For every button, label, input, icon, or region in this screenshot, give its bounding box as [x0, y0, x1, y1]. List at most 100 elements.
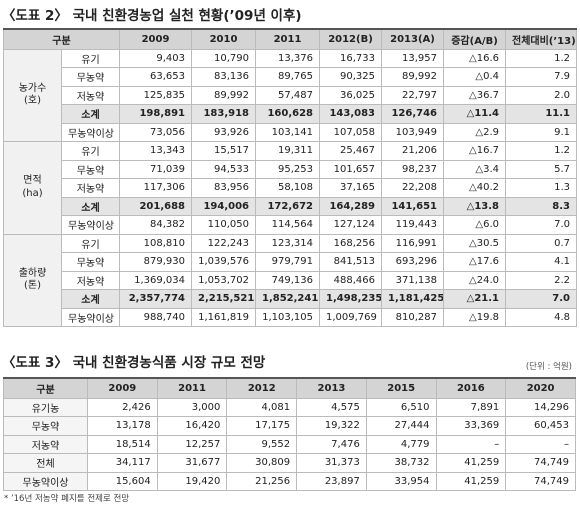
cell: 1,369,034 — [119, 270, 192, 290]
cell: 194,006 — [191, 196, 256, 216]
cell: 23,897 — [296, 471, 367, 491]
row-label: 무농약 — [61, 159, 120, 179]
cell: 60,453 — [505, 416, 576, 436]
row-label: 유기농 — [3, 397, 88, 417]
row-label: 저농약 — [61, 178, 120, 198]
table1: 구분 2009 2010 2011 2012(B) 2013(A) 증감(A/B) 전체대비(… — [3, 28, 577, 327]
group-label: 출하량 (톤) — [3, 233, 62, 327]
cell: 3,000 — [156, 397, 228, 417]
cell: 41,259 — [435, 471, 507, 491]
row-label: 무농약이상 — [61, 307, 120, 327]
cell: 57,487 — [255, 85, 320, 105]
cell: △19.8 — [443, 307, 506, 327]
cell: △16.6 — [443, 48, 506, 68]
cell: 143,083 — [319, 104, 382, 124]
row-label: 저농약 — [3, 434, 88, 454]
cell: 1.2 — [505, 141, 577, 161]
cell: 7.0 — [505, 289, 577, 309]
cell: 90,325 — [319, 67, 382, 87]
row-label: 무농약 — [61, 67, 120, 87]
cell: – — [435, 434, 507, 454]
header-cell: 전체대비(’13) — [505, 28, 577, 50]
row-label: 저농약 — [61, 270, 120, 290]
cell: 116,991 — [381, 233, 444, 253]
cell: 123,314 — [255, 233, 320, 253]
cell: 160,628 — [255, 104, 320, 124]
cell: 18,514 — [87, 434, 158, 454]
cell: 63,653 — [119, 67, 192, 87]
cell: 126,746 — [381, 104, 444, 124]
row: 무농약 13,178 16,420 17,175 19,322 27,444 33,369 6… — [3, 416, 576, 436]
header-cell: 2016 — [435, 377, 507, 399]
cell: 1,161,819 — [191, 307, 256, 327]
cell: 810,287 — [381, 307, 444, 327]
cell: – — [505, 434, 576, 454]
cell: △36.7 — [443, 85, 506, 105]
cell: 103,141 — [255, 122, 320, 142]
cell: 94,533 — [191, 159, 256, 179]
cell: 1,053,702 — [191, 270, 256, 290]
cell: 27,444 — [365, 416, 437, 436]
row-label: 소계 — [61, 289, 120, 309]
row: 무농약이상 15,604 19,420 21,256 23,897 33,954 41,25… — [3, 471, 576, 491]
group-label: 면적 (ha) — [3, 141, 62, 235]
table2: 구분 2009 2011 2012 2013 2015 2016 2020 유기농 2,426 3,… — [3, 377, 576, 491]
header-cell: 증감(A/B) — [443, 28, 506, 50]
cell: △11.4 — [443, 104, 506, 124]
cell: 6,510 — [365, 397, 437, 417]
row: 무농약이상 84,382 110,050 114,564 127,124 119,443 △… — [4, 215, 577, 235]
row-label: 무농약이상 — [61, 215, 120, 235]
cell: 122,243 — [191, 233, 256, 253]
cell: 127,124 — [319, 215, 382, 235]
cell: 19,311 — [255, 141, 320, 161]
cell: 83,956 — [191, 178, 256, 198]
row-label: 무농약이상 — [3, 471, 88, 491]
cell: 19,420 — [156, 471, 228, 491]
cell: 10,790 — [191, 48, 256, 68]
cell: 36,025 — [319, 85, 382, 105]
cell: 201,688 — [119, 196, 192, 216]
cell: 1,039,576 — [191, 252, 256, 272]
header-cell: 2012(B) — [319, 28, 382, 50]
row: 소계 201,688 194,006 172,672 164,289 141,651 △13… — [4, 196, 577, 216]
cell: 41,259 — [435, 453, 507, 473]
cell: 108,810 — [119, 233, 192, 253]
cell: 73,056 — [119, 122, 192, 142]
cell: 15,517 — [191, 141, 256, 161]
row: 저농약 18,514 12,257 9,552 7,476 4,779– – — [3, 434, 576, 454]
row-label: 무농약 — [3, 416, 88, 436]
cell: 89,765 — [255, 67, 320, 87]
row: 전체 34,117 31,677 30,809 31,373 38,732 41,259 74… — [3, 453, 576, 473]
cell: 21,206 — [381, 141, 444, 161]
cell: 4,779 — [365, 434, 437, 454]
cell: 95,253 — [255, 159, 320, 179]
cell: 0.7 — [505, 233, 577, 253]
cell: 119,443 — [381, 215, 444, 235]
cell: △24.0 — [443, 270, 506, 290]
cell: 110,050 — [191, 215, 256, 235]
header-cell: 2010 — [191, 28, 256, 50]
row-label: 유기 — [61, 48, 120, 68]
cell: 4.8 — [505, 307, 577, 327]
cell: 101,657 — [319, 159, 382, 179]
row-label: 전체 — [3, 453, 88, 473]
cell: 89,992 — [191, 85, 256, 105]
cell: 9,552 — [226, 434, 298, 454]
cell: 1.2 — [505, 48, 577, 68]
cell: 1,103,105 — [255, 307, 320, 327]
cell: 12,257 — [156, 434, 228, 454]
header-cell: 2020 — [505, 377, 576, 399]
row: 무농약이상 73,056 93,926 103,141 107,058 103,949 △2… — [4, 122, 577, 142]
cell: △3.4 — [443, 159, 506, 179]
cell: 125,835 — [119, 85, 192, 105]
header-cell: 2009 — [87, 377, 158, 399]
cell: △16.7 — [443, 141, 506, 161]
cell: 7,891 — [435, 397, 507, 417]
cell: 89,992 — [381, 67, 444, 87]
header-cell: 2011 — [156, 377, 228, 399]
cell: 13,957 — [381, 48, 444, 68]
row: 무농약 879,930 1,039,576 979,791 841,513 693,296… — [4, 252, 577, 272]
cell: 11.1 — [505, 104, 577, 124]
cell: 13,178 — [87, 416, 158, 436]
